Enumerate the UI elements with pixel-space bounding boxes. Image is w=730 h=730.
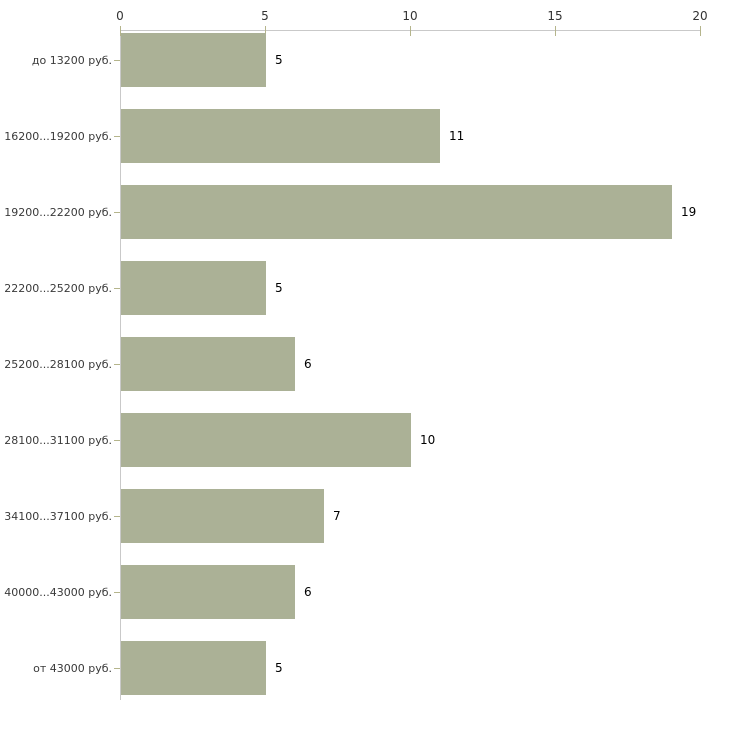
x-axis-tick-label: 10 [402, 9, 418, 23]
category-label: 40000...43000 руб. [4, 585, 112, 599]
bar [121, 261, 266, 315]
bar-value-label: 5 [275, 281, 283, 295]
bar-value-label: 11 [449, 129, 465, 143]
category-label: 19200...22200 руб. [4, 205, 112, 219]
category-tick-mark [114, 60, 120, 61]
bar-value-label: 19 [681, 205, 697, 219]
category-tick-mark [114, 212, 120, 213]
category-label: 25200...28100 руб. [4, 357, 112, 371]
bar-value-label: 6 [304, 585, 312, 599]
category-tick-mark [114, 288, 120, 289]
x-axis-tick-label: 0 [116, 9, 124, 23]
bar [121, 109, 440, 163]
x-axis-tick-mark [555, 26, 556, 36]
x-axis-tick-mark [120, 26, 121, 36]
bar [121, 641, 266, 695]
category-tick-mark [114, 364, 120, 365]
bar-value-label: 5 [275, 53, 283, 67]
bar-value-label: 5 [275, 661, 283, 675]
bar [121, 185, 672, 239]
category-label: 28100...31100 руб. [4, 433, 112, 447]
bar-value-label: 10 [420, 433, 436, 447]
x-axis-tick-label: 20 [692, 9, 708, 23]
category-label: до 13200 руб. [31, 53, 112, 67]
category-tick-mark [114, 668, 120, 669]
bar-value-label: 7 [333, 509, 341, 523]
x-axis-tick-label: 15 [547, 9, 563, 23]
bar-value-label: 6 [304, 357, 312, 371]
bar [121, 337, 295, 391]
category-label: от 43000 руб. [33, 661, 112, 675]
x-axis-tick-label: 5 [261, 9, 269, 23]
y-axis-line [120, 30, 121, 700]
category-label: 22200...25200 руб. [4, 281, 112, 295]
x-axis-tick-mark [265, 26, 266, 36]
category-tick-mark [114, 440, 120, 441]
x-axis-tick-mark [410, 26, 411, 36]
x-axis-tick-mark [700, 26, 701, 36]
category-label: 16200...19200 руб. [4, 129, 112, 143]
bar [121, 33, 266, 87]
bar [121, 413, 411, 467]
category-label: 34100...37100 руб. [4, 509, 112, 523]
bar [121, 565, 295, 619]
category-tick-mark [114, 136, 120, 137]
category-tick-mark [114, 592, 120, 593]
bar [121, 489, 324, 543]
category-tick-mark [114, 516, 120, 517]
